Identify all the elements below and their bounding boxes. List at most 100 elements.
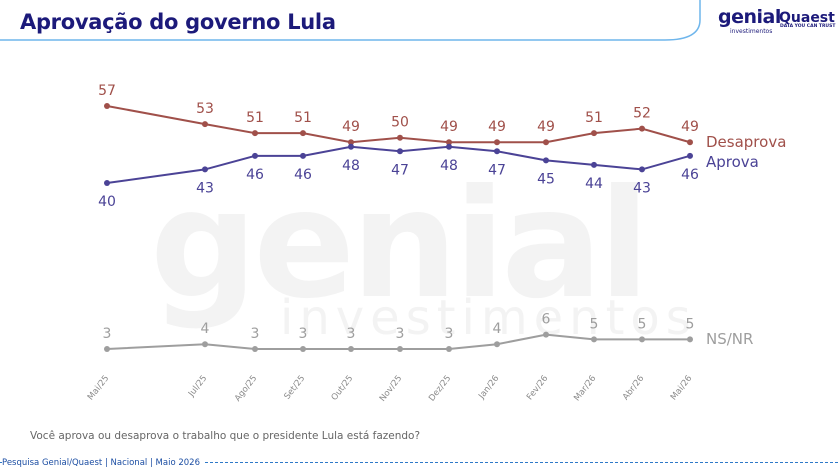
- data-point: [348, 139, 354, 146]
- data-point: [591, 161, 597, 168]
- data-label: 5: [686, 316, 695, 332]
- series-label: NS/NR: [706, 330, 753, 348]
- footer-source: Pesquisa Genial/Quaest | Nacional | Maio…: [2, 458, 204, 468]
- x-tick-label: Ago/25: [233, 374, 259, 404]
- x-tick-label: Set/25: [282, 374, 307, 402]
- data-point: [252, 346, 258, 352]
- header-curve: [0, 0, 701, 41]
- data-label: 49: [681, 119, 699, 135]
- data-point: [348, 346, 354, 352]
- data-label: 3: [396, 326, 405, 342]
- series-label: Aprova: [706, 153, 759, 171]
- series-line-desaprova: [106, 105, 691, 144]
- data-label: 51: [246, 110, 264, 126]
- data-label: 43: [196, 180, 214, 196]
- data-label: 6: [542, 312, 551, 328]
- data-label: 48: [440, 158, 458, 174]
- data-label: 47: [488, 162, 506, 178]
- data-label: 57: [98, 83, 116, 99]
- data-point: [591, 130, 597, 137]
- data-label: 44: [585, 176, 603, 192]
- data-label: 52: [633, 106, 651, 122]
- data-point: [252, 130, 258, 137]
- x-tick-label: Mai/25: [86, 374, 111, 403]
- x-tick-label: Abr/26: [621, 374, 646, 403]
- data-label: 4: [201, 321, 210, 337]
- data-point: [494, 341, 500, 348]
- data-point: [446, 143, 452, 150]
- data-label: 48: [342, 158, 360, 174]
- data-label: 46: [246, 167, 264, 183]
- series-label: Desaprova: [706, 133, 786, 151]
- data-point: [300, 130, 306, 137]
- data-label: 40: [98, 194, 116, 210]
- data-point: [252, 152, 258, 159]
- data-label: 3: [103, 326, 112, 342]
- data-point: [639, 125, 645, 132]
- genial-logo-subtext: investimentos: [730, 28, 773, 35]
- data-label: 3: [347, 326, 356, 342]
- data-point: [543, 331, 549, 338]
- data-label: 43: [633, 180, 651, 196]
- genial-logo: genial investimentos: [718, 6, 781, 35]
- genial-logo-text: genial: [718, 6, 781, 28]
- data-label: 49: [488, 119, 506, 135]
- data-point: [687, 139, 693, 146]
- data-label: 5: [590, 316, 599, 332]
- data-point: [397, 134, 403, 141]
- watermark-line1: genial: [150, 158, 650, 332]
- data-label: 47: [391, 162, 409, 178]
- x-tick-label: Out/25: [330, 374, 356, 403]
- series-line-aprova: [106, 145, 691, 184]
- data-point: [348, 143, 354, 150]
- watermark-line2: investimentos: [280, 290, 697, 346]
- data-point: [494, 148, 500, 155]
- data-label: 3: [299, 326, 308, 342]
- page-title: Aprovação do governo Lula: [20, 10, 336, 34]
- data-point: [446, 346, 452, 352]
- data-label: 53: [196, 101, 214, 117]
- data-label: 3: [251, 326, 260, 342]
- x-tick-label: Nov/25: [378, 374, 405, 404]
- data-label: 49: [342, 119, 360, 135]
- x-tick-label: Mai/26: [669, 374, 694, 403]
- data-point: [494, 139, 500, 146]
- data-label: 46: [681, 167, 699, 183]
- x-tick-label: Fev/26: [525, 374, 550, 403]
- data-label: 46: [294, 167, 312, 183]
- quaest-logo-text: Quaest: [779, 10, 835, 26]
- data-point: [104, 180, 110, 186]
- series-line-nsnr: [106, 333, 690, 350]
- data-label: 45: [537, 171, 555, 187]
- data-point: [639, 166, 645, 173]
- data-point: [591, 336, 597, 343]
- data-point: [543, 157, 549, 164]
- watermark: genial investimentos: [150, 158, 691, 346]
- data-point: [397, 148, 403, 155]
- x-tick-label: Dez/25: [427, 374, 453, 404]
- data-label: 51: [585, 110, 603, 126]
- data-point: [202, 121, 208, 128]
- data-point: [300, 152, 306, 159]
- data-point: [104, 102, 110, 109]
- data-point: [446, 139, 452, 146]
- data-point: [300, 346, 306, 352]
- x-tick-label: Jan/26: [476, 374, 501, 402]
- data-point: [687, 336, 693, 343]
- data-point: [104, 346, 110, 352]
- x-tick-label: Mar/26: [572, 374, 598, 404]
- survey-question: Você aprova ou desaprova o trabalho que …: [30, 430, 421, 442]
- quaest-logo-subtext: DATA YOU CAN TRUST: [780, 24, 836, 29]
- data-point: [687, 152, 693, 159]
- data-point: [202, 166, 208, 173]
- data-label: 5: [638, 316, 647, 332]
- footer-divider: [0, 462, 838, 463]
- data-label: 49: [440, 119, 458, 135]
- data-label: 49: [537, 119, 555, 135]
- data-point: [202, 341, 208, 348]
- data-label: 50: [391, 115, 409, 131]
- data-label: 4: [493, 321, 502, 337]
- data-label: 51: [294, 110, 312, 126]
- data-point: [639, 336, 645, 343]
